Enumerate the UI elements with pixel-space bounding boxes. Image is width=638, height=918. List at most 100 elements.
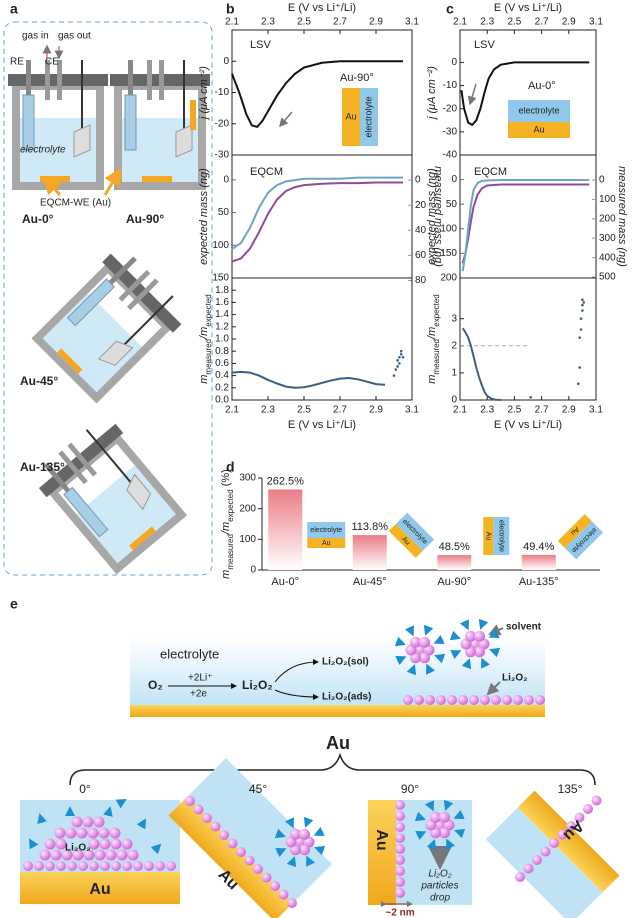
x-tick-label: 2.1 — [453, 405, 467, 416]
series-line — [460, 61, 590, 127]
value-label: 49.4% — [523, 541, 554, 553]
inset-label: Au — [400, 536, 411, 547]
y-tick-label: -40 — [443, 150, 458, 161]
arrow — [103, 167, 122, 196]
label-part: measured — [432, 339, 441, 375]
data-point — [581, 309, 584, 312]
solvent-arrow — [459, 619, 469, 631]
data-point — [394, 368, 398, 371]
li2o2-particle — [193, 804, 204, 815]
li2o2-particle — [110, 838, 122, 850]
y2-tick-label: 40 — [415, 225, 427, 236]
li2o2-particle — [574, 812, 585, 823]
li2o2-particle — [549, 838, 559, 848]
data-point — [581, 303, 584, 307]
au-135-group — [485, 790, 620, 918]
x-tick-label: 3.1 — [589, 405, 603, 416]
li2o2-particle — [439, 827, 450, 839]
li2o2-particle — [447, 695, 457, 705]
li2o2-particle — [100, 861, 110, 871]
y-axis-label: mmeasured/mexpected — [198, 294, 213, 383]
li2o2-particle — [395, 855, 405, 865]
solvent-arrow — [454, 828, 466, 839]
label: drop — [430, 893, 450, 904]
y-axis-label: expected mass (ng) — [198, 168, 210, 265]
li2o2-particle — [395, 800, 405, 810]
y-tick-label: 0 — [223, 56, 229, 67]
solvent-arrow — [461, 658, 472, 670]
panel-label: b — [226, 1, 235, 17]
x-tick-label: 2.5 — [507, 405, 521, 416]
x-tick-label: Au-0° — [271, 576, 299, 588]
inset-box — [564, 521, 604, 560]
label: Au — [89, 881, 110, 898]
li2o2-particle — [395, 877, 405, 887]
label: Li₂O₂ — [65, 843, 91, 854]
li2o2-particle — [89, 861, 99, 871]
arrow — [43, 175, 62, 196]
li2o2-particle — [65, 827, 77, 839]
li2o2-particle — [261, 872, 272, 883]
x-tick-label: 2.1 — [225, 17, 239, 28]
solvent-arrow — [275, 848, 287, 858]
li2o2-particle — [244, 855, 255, 866]
inset-box — [483, 517, 494, 555]
panel-a-box — [3, 21, 213, 576]
li2o2-particle — [105, 849, 117, 861]
y-axis-label: mmeasured/mexpected (%) — [220, 469, 235, 579]
label-part: m — [198, 375, 210, 384]
label: EQCM-WE (Au) — [40, 198, 111, 209]
electrolyte-region — [485, 807, 603, 918]
label: RE — [10, 57, 24, 68]
li2o2-particle — [299, 844, 310, 856]
li2o2-particle — [87, 827, 99, 839]
annotation: EQCM — [250, 166, 283, 178]
solvent-arrow — [274, 828, 286, 839]
x-tick-label: 2.7 — [333, 17, 347, 28]
y2-axis-label: measured mass (ng) — [432, 166, 444, 267]
y-tick-label: 0.0 — [215, 395, 229, 406]
solvent-arrow — [395, 656, 407, 666]
li2o2-particle — [144, 861, 154, 871]
panel-label: e — [10, 596, 18, 612]
y-tick-label: 2 — [451, 340, 457, 351]
li2o2-particle — [23, 861, 33, 871]
solvent-arrow — [453, 809, 465, 819]
inset-box — [360, 88, 378, 146]
li2o2-particle — [44, 838, 56, 850]
cell-label: Au-45° — [20, 374, 58, 388]
inset-label: electrolyte — [310, 527, 342, 534]
panel-label: c — [446, 1, 454, 17]
label: Li₂O₂ — [242, 678, 273, 692]
li2o2-particle — [99, 838, 111, 850]
data-point — [579, 328, 583, 331]
solvent-arrow — [446, 838, 456, 850]
x-tick-label: 2.5 — [297, 405, 311, 416]
inset-label: Au — [484, 532, 491, 541]
li2o2-particle — [474, 630, 485, 642]
cell-au-0 — [7, 59, 109, 191]
inset-label: Au — [569, 525, 580, 536]
data-point — [392, 374, 396, 377]
au-electrode — [190, 100, 196, 130]
solvent-arrow — [136, 818, 146, 830]
x-tick-label: 2.5 — [507, 17, 521, 28]
brace — [69, 752, 596, 786]
data-point — [578, 366, 581, 369]
li2o2-particle — [436, 695, 446, 705]
li2o2-particle — [419, 652, 430, 664]
series-line — [231, 176, 403, 250]
data-point — [398, 356, 401, 359]
y2-tick-label: 0 — [415, 175, 421, 186]
inset-box — [493, 517, 510, 555]
inset-label: electrolyte — [497, 520, 504, 552]
x-axis-label: E (V vs Li⁺/Li) — [288, 2, 356, 14]
li2o2-particle — [185, 796, 195, 806]
li2o2-particle — [83, 849, 95, 861]
annotation: Au-90° — [340, 72, 374, 84]
y2-tick-label: 500 — [599, 272, 616, 283]
y2-tick-label: 20 — [415, 200, 427, 211]
solvent-arrow — [313, 826, 325, 836]
